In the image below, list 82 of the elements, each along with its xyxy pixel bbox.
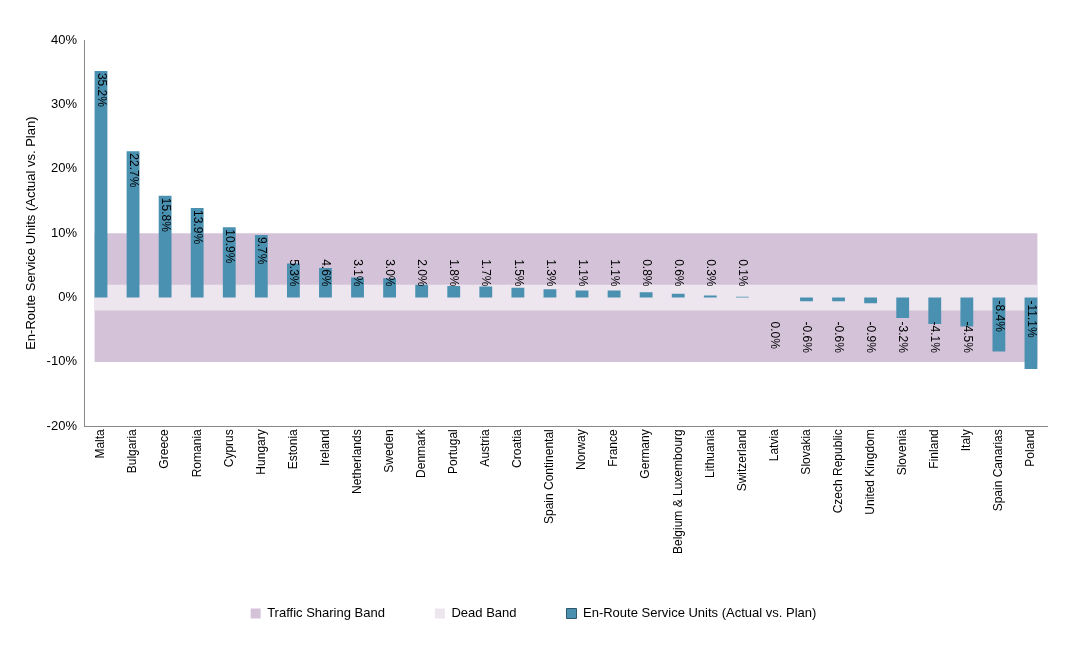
data-label: 1.8% — [447, 259, 462, 287]
x-tick-label: Latvia — [766, 428, 781, 462]
x-tick-label: United Kingdom — [862, 429, 877, 515]
x-tick-label: Italy — [959, 429, 974, 452]
x-tick-label: Poland — [1023, 429, 1038, 467]
y-tick-label: -20% — [46, 417, 78, 433]
bar — [479, 286, 493, 298]
x-tick-label: Lithuania — [702, 428, 717, 478]
bar — [928, 297, 942, 324]
bar — [415, 284, 429, 298]
x-tick-label: Estonia — [285, 428, 300, 470]
x-tick-label: Switzerland — [734, 429, 749, 492]
data-label: 1.1% — [575, 259, 590, 287]
data-label: 0.0% — [768, 321, 783, 350]
x-tick-label: Malta — [93, 428, 108, 459]
y-tick-label: 30% — [50, 95, 78, 111]
data-label: 1.5% — [511, 259, 526, 287]
x-tick-label: Bulgaria — [125, 428, 140, 474]
data-label: 1.1% — [607, 259, 622, 287]
y-tick-label: 40% — [50, 31, 78, 47]
bar — [896, 297, 910, 319]
data-label: 1.3% — [543, 259, 558, 287]
x-tick-label: Finland — [927, 429, 942, 469]
bar — [575, 290, 589, 298]
data-label: -4.1% — [928, 321, 943, 354]
x-tick-label: Netherlands — [349, 429, 364, 494]
data-label: 0.8% — [639, 259, 654, 287]
legend-label: Dead Band — [451, 605, 517, 621]
x-tick-label: Belgium & Luxembourg — [670, 429, 685, 554]
x-tick-label: Slovakia — [798, 428, 813, 475]
x-tick-label: Greece — [157, 428, 172, 469]
x-tick-label: Portugal — [446, 429, 461, 474]
data-label: 0.1% — [736, 259, 751, 287]
y-axis-title: En-Route Service Units (Actual vs. Plan) — [23, 116, 39, 350]
data-label: 4.6% — [319, 259, 334, 287]
data-label: 5.3% — [287, 259, 302, 287]
x-tick-label: Romania — [189, 428, 204, 478]
x-tick-label: Spain Canarias — [991, 429, 1006, 512]
legend-label: Traffic Sharing Band — [267, 605, 385, 621]
data-label: 2.0% — [415, 259, 430, 287]
data-label: -8.4% — [992, 300, 1007, 333]
x-tick-label: Germany — [638, 429, 653, 479]
bar — [671, 293, 685, 298]
data-label: -0.6% — [800, 321, 815, 354]
data-label: 13.9% — [190, 210, 205, 245]
data-label: 0.6% — [671, 259, 686, 287]
bar — [543, 289, 557, 298]
legend-label: En-Route Service Units (Actual vs. Plan) — [582, 605, 817, 621]
y-tick-label: 0% — [58, 289, 78, 305]
x-tick-label: Hungary — [253, 429, 268, 475]
data-label: 1.7% — [479, 259, 494, 287]
data-label: 3.1% — [351, 259, 366, 287]
x-tick-label: Spain Continental — [542, 429, 557, 524]
bar — [607, 290, 621, 298]
bar — [639, 292, 653, 298]
data-label: -11.1% — [1024, 300, 1039, 338]
x-tick-label: France — [606, 428, 621, 467]
x-tick-label: Slovenia — [895, 428, 909, 476]
x-tick-label: Cyprus — [221, 429, 236, 468]
data-label: -4.5% — [960, 321, 975, 354]
data-label: 0.3% — [703, 259, 718, 287]
x-tick-label: Austria — [478, 428, 493, 467]
data-label: -0.9% — [864, 321, 879, 354]
data-label: 22.7% — [126, 153, 141, 188]
x-tick-label: Norway — [574, 429, 589, 470]
x-tick-label: Ireland — [317, 429, 332, 466]
x-tick-label: Czech Republic — [830, 429, 845, 514]
data-label: 35.2% — [94, 72, 109, 108]
bar — [447, 285, 461, 298]
y-tick-label: 20% — [50, 160, 78, 176]
y-tick-label: 10% — [50, 224, 78, 240]
y-tick-label: -10% — [46, 353, 78, 369]
data-label: -3.2% — [896, 321, 911, 354]
data-label: 10.9% — [222, 229, 237, 264]
x-tick-label: Denmark — [413, 428, 428, 478]
data-label: 3.0% — [383, 259, 398, 287]
data-label: 15.8% — [158, 197, 173, 233]
data-label: -0.6% — [832, 321, 847, 354]
x-tick-label: Croatia — [510, 428, 525, 468]
data-label: 9.7% — [255, 237, 270, 265]
x-tick-label: Sweden — [381, 429, 396, 473]
bar — [511, 287, 525, 298]
